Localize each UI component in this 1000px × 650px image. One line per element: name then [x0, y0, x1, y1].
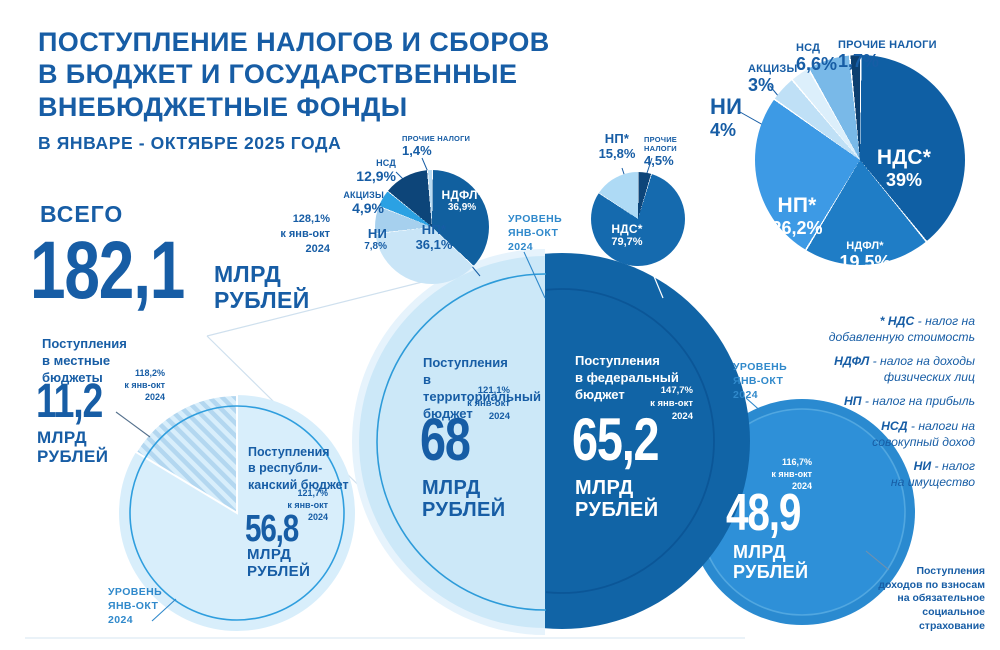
territorial-budget-growth: 121,1% к янв-окт 2024 [467, 385, 510, 422]
level-line-left [151, 598, 177, 622]
local-budgets-label: Поступления в местные бюджеты [42, 336, 127, 385]
federal-budget-growth: 147,7% к янв-окт 2024 [650, 385, 693, 422]
pie-total-structure [755, 55, 965, 265]
level-line-right [745, 397, 765, 415]
pie2-label-other: ПРОЧИЕ НАЛОГИ 4,5% [644, 135, 677, 168]
pie3-label-nsd: НСД 6,6% [796, 42, 838, 74]
pie1-label-ndfl: НДФЛ* 36,9% [441, 188, 483, 213]
social-callout-line [865, 550, 890, 571]
republic-budget-circle [119, 393, 355, 631]
pie1-label-ni: НИ 7,8% [364, 226, 387, 252]
total-label: ВСЕГО [40, 201, 124, 227]
local-budgets-growth: 118,2% к янв-окт 2024 [124, 368, 165, 403]
republic-budget-unit: МЛРД РУБЛЕЙ [247, 546, 311, 580]
republic-2024-level-ring [129, 405, 345, 621]
local-budgets-unit: МЛРД РУБЛЕЙ [37, 428, 109, 467]
federal-budget-value: 65,2 [572, 406, 660, 473]
pie-territorial-structure [375, 170, 489, 284]
page-title: ПОСТУПЛЕНИЕ НАЛОГОВ И СБОРОВ В БЮДЖЕТ И … [38, 27, 550, 122]
local-budgets-hatched-wedge [134, 393, 238, 515]
federal-budget-unit: МЛРД РУБЛЕЙ [575, 477, 659, 522]
total-unit: МЛРД РУБЛЕЙ [214, 261, 310, 313]
local-budgets-callout-line [115, 411, 151, 438]
republic-budget-label: Поступления в республи- канский бюджет [248, 445, 349, 492]
pie3-label-nds: НДС* 39% [876, 146, 932, 190]
page-subtitle: В ЯНВАРЕ - ОКТЯБРЕ 2025 ГОДА [38, 133, 342, 153]
territorial-2024-level-ring [376, 273, 546, 611]
total-growth: 128,1% к янв-окт 2024 [280, 213, 330, 255]
social-growth: 116,7% к янв-окт 2024 [771, 457, 812, 492]
pie3-label-ni: НИ 4% [710, 94, 743, 140]
federal-budget-label: Поступления в федеральный бюджет [575, 353, 679, 402]
pie3-label-np: НП* 26,2% [771, 194, 823, 238]
pie2-to-circle-line [647, 261, 664, 299]
territorial-budget-unit: МЛРД РУБЛЕЙ [422, 477, 506, 522]
pie2-label-nds: НДС* 79,7% [611, 222, 643, 248]
social-unit: МЛРД РУБЛЕЙ [733, 542, 809, 583]
legend-item-np: НП - налог на прибыль [843, 394, 975, 409]
legend-item-nds: * НДС - налог на добавленную стоимость [828, 314, 975, 344]
level-label-center: УРОВЕНЬ ЯНВ-ОКТ 2024 [508, 213, 563, 253]
territorial-budget-label: Поступления в территориальный бюджет [423, 355, 541, 421]
pie3-label-ndfl: НДФЛ* 19,5% [839, 240, 891, 272]
local-budgets-value: 11,2 [36, 375, 103, 428]
level-label-left: УРОВЕНЬ ЯНВ-ОКТ 2024 [108, 586, 163, 626]
republic-budget-growth: 121,7% к янв-окт 2024 [287, 488, 328, 523]
republic-budget-value: 56,8 [245, 508, 299, 550]
level-line-center [523, 251, 546, 299]
social-label: Поступления доходов по взносам на обязат… [878, 565, 985, 632]
total-value: 182,1 [30, 225, 185, 316]
pie3-label-akcizy: АКЦИЗЫ 3% [748, 63, 798, 95]
pie1-label-nsd: НСД 12,9% [356, 158, 396, 184]
pie2-label-np: НП* 15,8% [598, 131, 636, 161]
legend-item-nsd: НСД - налоги на совокупный доход [872, 419, 975, 449]
pie-federal-structure [591, 172, 685, 266]
legend-item-ni: НИ - налог на имущество [890, 459, 975, 489]
pie1-label-np: НП* 36,1% [415, 222, 453, 252]
tax-abbreviations-legend: * НДС - налог на добавленную стоимость Н… [790, 314, 975, 499]
pie3-label-other: ПРОЧИЕ НАЛОГИ 1,7% [838, 39, 937, 71]
federal-2024-level-ring [546, 288, 715, 594]
pie1-other-callout-line [421, 157, 429, 173]
level-label-right: УРОВЕНЬ ЯНВ-ОКТ 2024 [733, 361, 788, 401]
social-value: 48,9 [726, 484, 801, 542]
legend-item-ndfl: НДФЛ - налог на доходы физических лиц [834, 354, 975, 384]
territorial-budget-half [352, 249, 546, 635]
pie1-label-other: ПРОЧИЕ НАЛОГИ 1,4% [402, 134, 471, 158]
pie1-label-akcizy: АКЦИЗЫ 4,9% [343, 190, 384, 216]
territorial-budget-value: 68 [420, 406, 471, 473]
